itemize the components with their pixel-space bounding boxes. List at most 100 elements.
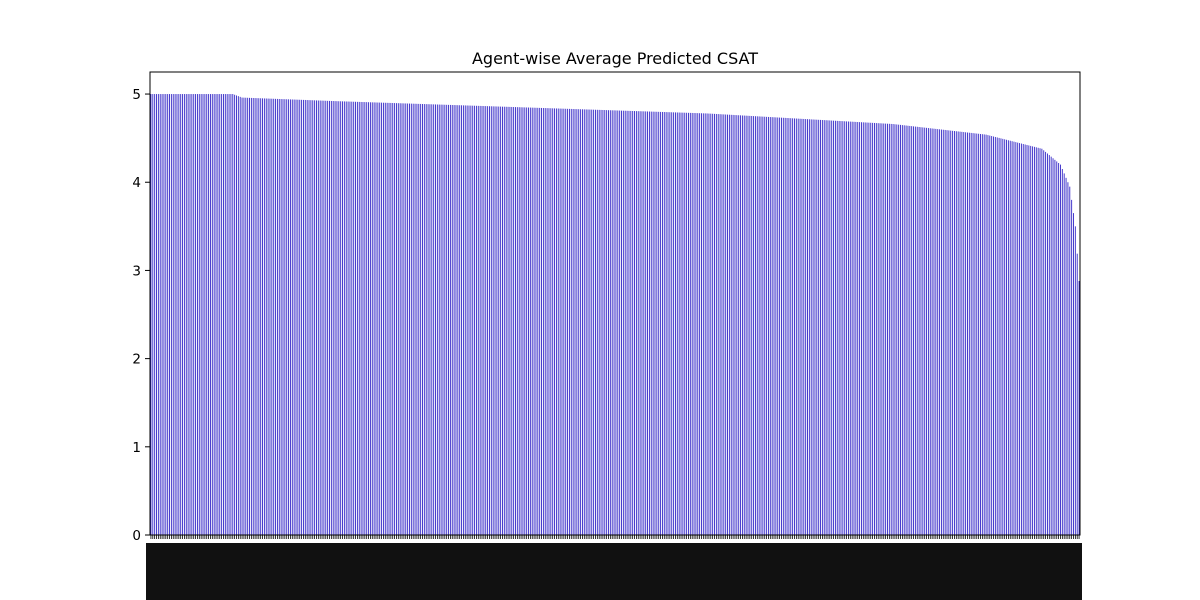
bar [176,94,178,536]
bar [401,103,403,535]
bar [382,102,384,536]
bar [777,117,779,535]
bar [887,123,888,536]
bar [792,118,794,535]
bar [833,120,835,536]
bar [764,116,766,535]
bar [448,104,449,536]
bar [245,97,247,535]
bar [580,109,582,535]
bar [154,94,156,536]
bar [1004,139,1006,535]
bar [479,105,481,536]
bar [505,106,507,535]
bar [701,113,702,535]
bar [249,97,250,536]
bar [1074,226,1076,535]
bar [821,120,823,535]
bar [513,107,515,535]
bar [336,101,338,535]
bar [626,110,628,535]
bar [794,118,795,536]
bar [1015,142,1017,535]
bar [347,101,349,535]
bar [364,102,366,535]
bar [695,113,697,535]
bar [944,129,946,535]
bar [284,99,286,535]
bar [196,94,198,536]
bar [686,112,688,536]
y-axis: 0 1 2 3 4 5 [132,87,150,544]
bar [996,137,998,535]
bar [180,94,182,536]
bar [650,111,652,535]
bar [198,94,200,536]
bar [1048,155,1050,535]
bar [753,116,755,535]
bar [583,109,585,535]
bar [890,123,892,536]
bar [855,121,857,536]
bar [451,104,453,536]
bar [963,132,965,535]
bar [219,94,221,536]
bar [247,97,249,535]
bar [511,106,513,535]
bar [280,99,282,535]
bar [652,111,654,535]
bar [805,119,807,535]
bar [749,115,751,535]
bar [674,112,676,536]
bar [475,105,477,535]
bar [223,94,224,536]
bar [185,94,187,536]
bar [559,108,561,535]
bar [985,134,987,535]
bar [870,122,872,535]
bar [933,128,935,535]
bar [967,132,968,535]
bar [394,103,396,535]
bar [1058,163,1060,535]
bar [669,112,671,536]
bar [433,104,435,536]
bar [697,113,699,535]
bar [678,112,680,536]
bar [634,111,635,535]
bar [295,99,297,536]
bar [200,94,202,536]
bar [449,104,451,536]
bar [913,126,914,536]
bar [472,105,474,536]
bar [656,111,658,535]
bar [468,105,470,536]
bar [384,102,386,536]
bar [541,107,542,536]
bar [518,107,520,536]
bar [907,125,909,535]
bar [717,114,719,535]
bar [312,100,314,535]
bar [654,111,656,535]
bar [980,133,981,536]
bar [983,134,985,535]
bar [587,109,589,535]
bar [487,106,489,535]
bar [515,107,516,535]
bar [202,94,204,536]
bar [723,114,725,536]
bar [528,107,529,536]
bar [846,121,848,535]
bar [278,98,280,536]
bar [609,110,611,536]
bar [660,111,662,535]
bar [343,101,345,535]
bar [271,98,273,535]
chart-title: Agent-wise Average Predicted CSAT [472,49,758,68]
bar [319,100,321,535]
bar [206,94,208,536]
bar [732,114,734,536]
bar [366,102,368,536]
